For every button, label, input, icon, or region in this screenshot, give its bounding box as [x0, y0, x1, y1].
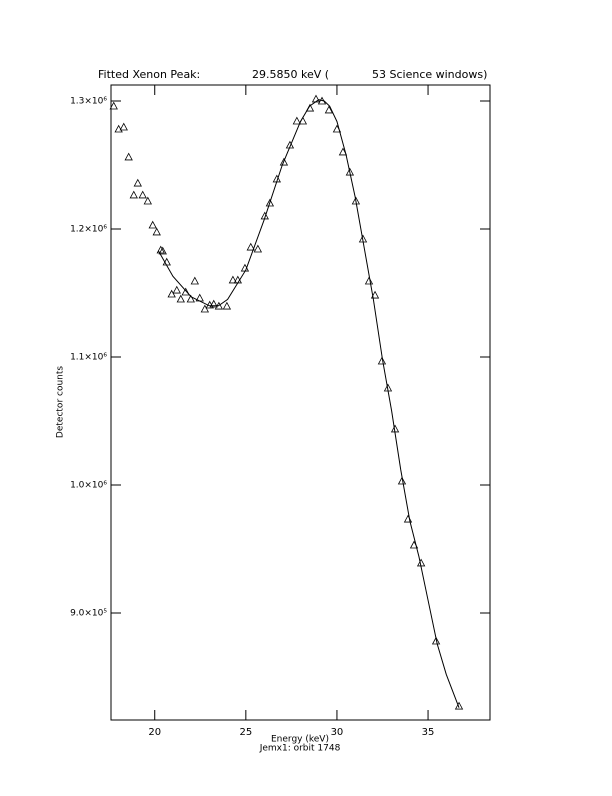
- x-tick-label: 35: [422, 727, 435, 738]
- x-tick-label: 30: [331, 727, 344, 738]
- plot-frame: [110, 84, 491, 721]
- data-point: [138, 190, 147, 199]
- data-point: [377, 356, 387, 365]
- data-point: [148, 220, 157, 229]
- data-point: [172, 285, 181, 294]
- data-point: [158, 246, 167, 255]
- data-point: [285, 140, 295, 149]
- data-point: [454, 701, 464, 710]
- y-tick-label: 1.0×10⁶: [70, 480, 107, 490]
- y-tick-label: 1.2×10⁶: [70, 224, 107, 234]
- subtitle: Jemx1: orbit 1748: [259, 744, 341, 754]
- y-tick-label: 1.1×10⁶: [70, 352, 107, 362]
- data-point: [222, 301, 232, 310]
- data-point: [124, 152, 133, 161]
- y-tick-label: 9.0×10⁵: [70, 608, 107, 618]
- data-point: [109, 101, 118, 110]
- data-point: [200, 304, 210, 313]
- data-point: [253, 244, 263, 253]
- data-point: [167, 289, 176, 298]
- data-point: [370, 290, 380, 299]
- chart-title: 53 Science windows): [372, 68, 487, 81]
- data-point: [209, 299, 218, 308]
- data-point: [292, 116, 302, 125]
- data-point: [186, 294, 195, 303]
- data-point: [364, 276, 374, 285]
- data-point: [279, 157, 289, 166]
- chart-title: 29.5850 keV (: [252, 68, 329, 81]
- data-point: [190, 276, 199, 285]
- data-point: [246, 242, 255, 251]
- y-tick-label: 1.3×10⁶: [70, 96, 107, 106]
- data-point: [114, 124, 123, 133]
- x-tick-label: 25: [239, 727, 252, 738]
- data-point: [152, 227, 161, 236]
- data-point: [143, 196, 152, 205]
- data-point: [176, 294, 185, 303]
- data-point: [119, 122, 128, 131]
- y-axis-label: Detector counts: [56, 366, 66, 438]
- data-point: [129, 190, 138, 199]
- chart-title: Fitted Xenon Peak:: [98, 68, 200, 81]
- data-point: [228, 275, 238, 284]
- data-point: [265, 198, 275, 207]
- fit-line: [157, 99, 460, 708]
- data-point: [133, 178, 142, 187]
- data-point: [181, 287, 190, 296]
- data-point: [351, 196, 361, 205]
- data-point: [324, 105, 334, 114]
- data-point: [397, 476, 407, 485]
- data-point: [156, 245, 165, 254]
- x-axis-label: Energy (keV): [271, 735, 329, 745]
- data-point: [345, 167, 355, 176]
- x-tick-label: 20: [148, 727, 161, 738]
- data-point: [431, 636, 441, 645]
